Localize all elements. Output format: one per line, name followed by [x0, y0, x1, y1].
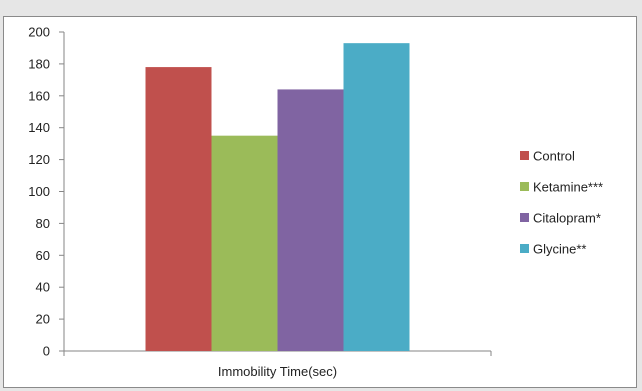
chart-legend: Control Ketamine*** Citalopram* Glycine**	[520, 149, 603, 257]
legend-swatch	[520, 244, 529, 253]
y-tick-label: 0	[43, 344, 50, 359]
y-tick-label: 100	[28, 184, 50, 199]
bar-citalopram	[277, 89, 344, 352]
x-category-label: Immobility Time(sec)	[218, 364, 337, 379]
legend-label: Citalopram*	[533, 211, 601, 226]
y-tick-label: 40	[36, 280, 50, 295]
y-tick-label: 140	[28, 120, 50, 135]
y-tick-label: 20	[36, 312, 50, 327]
top-strip	[0, 0, 642, 16]
bar-ketamine	[211, 135, 278, 351]
legend-label: Glycine**	[533, 242, 586, 257]
legend-swatch	[520, 182, 529, 191]
y-tick-label: 160	[28, 88, 50, 103]
legend-label: Control	[533, 149, 575, 164]
legend-swatch	[520, 151, 529, 160]
y-tick-label: 180	[28, 56, 50, 71]
chart-axes: 0 20 40 60 80 100 120 140 160 180 200 Immobility Ti…	[28, 25, 492, 379]
legend-label: Ketamine***	[533, 180, 603, 195]
y-tick-label: 60	[36, 248, 50, 263]
bar-control	[145, 67, 212, 351]
chart-bars	[145, 43, 410, 352]
y-tick-label: 120	[28, 152, 50, 167]
legend-swatch	[520, 213, 529, 222]
bar-glycine	[343, 43, 410, 351]
y-tick-label: 200	[28, 25, 50, 40]
y-tick-label: 80	[36, 216, 50, 231]
